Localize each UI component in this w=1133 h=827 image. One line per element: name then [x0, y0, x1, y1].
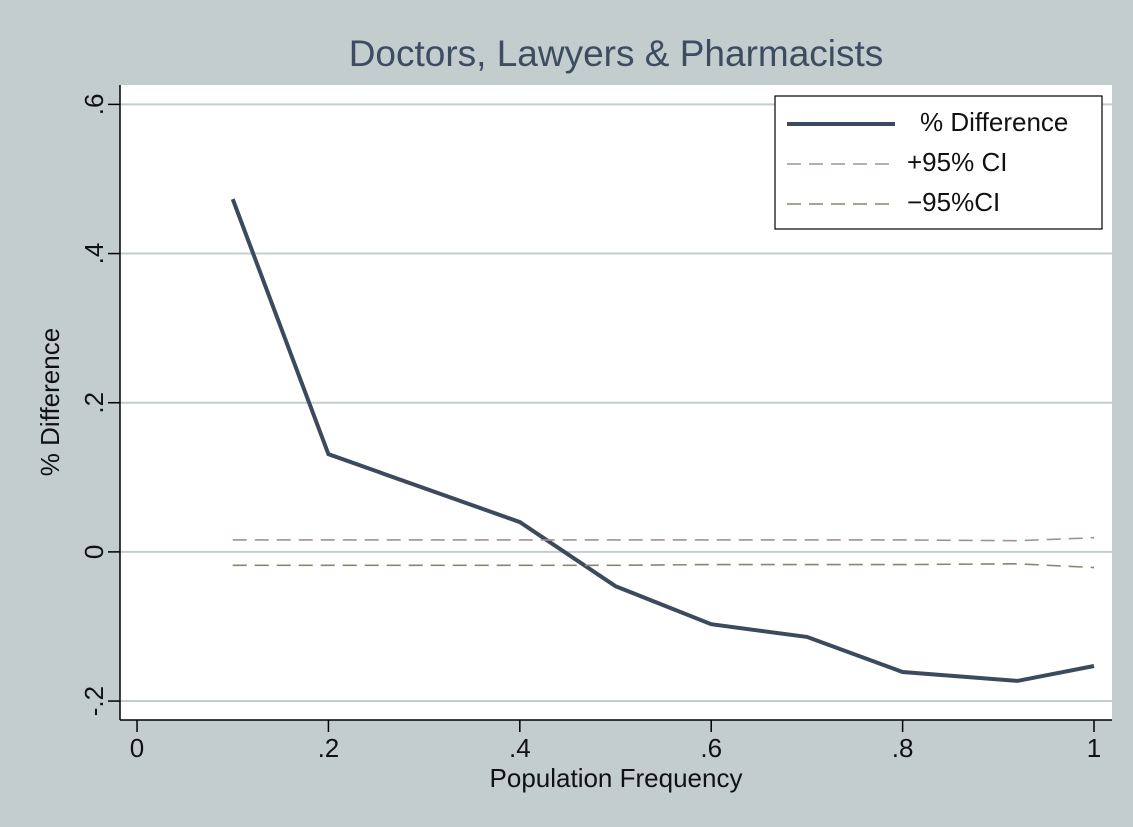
y-tick-label: 0: [79, 545, 109, 559]
x-axis-label: Population Frequency: [490, 763, 743, 793]
x-tick-label: 1: [1087, 733, 1101, 763]
x-tick-label: .8: [892, 733, 914, 763]
y-axis-label: % Difference: [35, 328, 65, 476]
y-tick-label: .4: [79, 243, 109, 265]
y-tick-label: -.2: [79, 686, 109, 716]
chart-title: Doctors, Lawyers & Pharmacists: [349, 33, 884, 74]
y-tick-label: .2: [79, 392, 109, 414]
x-tick-label: 0: [130, 733, 144, 763]
series-line: [230, 198, 1095, 683]
y-tick-label: .6: [79, 94, 109, 116]
x-tick-label: .6: [700, 733, 722, 763]
legend-box: [774, 95, 1103, 230]
series-line: [232, 536, 1095, 542]
legend-label: +95% CI: [907, 147, 1007, 177]
series-line: [232, 563, 1095, 569]
x-tick-label: .2: [318, 733, 340, 763]
legend-label: % Difference: [920, 107, 1068, 137]
x-tick-label: .4: [509, 733, 531, 763]
legend-label: −95%CI: [907, 187, 1000, 217]
